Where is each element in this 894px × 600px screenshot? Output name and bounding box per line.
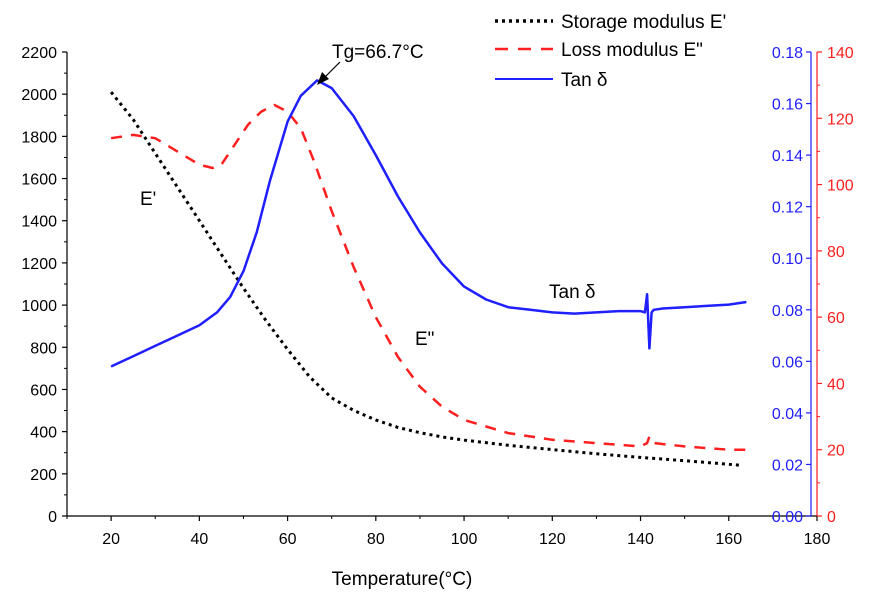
e-double-prime-label: E" (415, 329, 434, 350)
y-red-tick: 120 (817, 111, 854, 128)
y-left-tick-label: 2000 (21, 87, 57, 104)
x-tick-label: 80 (367, 531, 385, 548)
x-tick: 40 (190, 516, 208, 548)
y-red-tick-label: 80 (827, 244, 845, 261)
y-left-tick: 1200 (21, 256, 67, 273)
y-blue-tick: 0.14 (772, 148, 811, 165)
y-left-tick-label: 600 (30, 382, 57, 399)
y-blue-tick: 0.08 (772, 303, 811, 320)
y-blue-tick: 0.10 (772, 251, 811, 268)
y-left-tick: 400 (30, 425, 67, 442)
x-tick-label: 40 (190, 531, 208, 548)
legend-label: Tan δ (561, 70, 608, 91)
y-blue-tick: 0.16 (772, 97, 811, 114)
y-red-tick: 80 (817, 244, 845, 261)
y-blue-tick-label: 0.18 (772, 45, 803, 62)
axes-group: 0200400600800100012001400160018002000220… (21, 45, 853, 548)
y-red-tick: 40 (817, 376, 845, 393)
x-tick-label: 140 (627, 531, 654, 548)
x-tick: 20 (102, 516, 120, 548)
y-left-tick: 800 (30, 340, 67, 357)
y-left-tick: 1000 (21, 298, 67, 315)
y-blue-tick: 0.02 (772, 457, 811, 474)
y-red-tick: 60 (817, 310, 845, 327)
y-left-tick-label: 2200 (21, 45, 57, 62)
y-left-tick-label: 1000 (21, 298, 57, 315)
y-left-tick-label: 1600 (21, 172, 57, 189)
y-red-tick: 20 (817, 443, 845, 460)
y-left-tick: 1800 (21, 129, 67, 146)
y-blue-tick-label: 0.02 (772, 457, 803, 474)
y-blue-tick: 0.00 (772, 509, 811, 526)
y-left-tick: 2200 (21, 45, 67, 62)
tan-delta-label: Tan δ (549, 282, 596, 303)
y-blue-tick: 0.06 (772, 354, 811, 371)
x-tick-label: 120 (539, 531, 566, 548)
y-red-tick-label: 100 (827, 178, 854, 195)
x-axis-label: Temperature(°C) (332, 569, 473, 590)
x-tick: 160 (715, 516, 742, 548)
x-tick-label: 60 (279, 531, 297, 548)
y-red-tick: 0 (817, 509, 836, 526)
x-tick: 60 (279, 516, 297, 548)
y-left-tick: 0 (48, 509, 67, 526)
y-red-tick-label: 40 (827, 376, 845, 393)
x-tick: 140 (627, 516, 654, 548)
y-blue-tick: 0.04 (772, 406, 811, 423)
e-prime-label: E' (140, 189, 156, 210)
series-line-0 (109, 91, 743, 467)
y-left-tick-label: 200 (30, 467, 57, 484)
y-blue-tick-label: 0.14 (772, 148, 803, 165)
y-blue-tick: 0.12 (772, 200, 811, 217)
y-left-tick-label: 800 (30, 340, 57, 357)
x-tick: 120 (539, 516, 566, 548)
x-tick-label: 160 (715, 531, 742, 548)
y-red-tick-label: 60 (827, 310, 845, 327)
y-left-tick: 600 (30, 382, 67, 399)
y-red-tick: 140 (817, 45, 854, 62)
annotations-group: Tg=66.7°C E' E" Tan δ (140, 42, 596, 350)
y-left-tick: 1400 (21, 214, 67, 231)
y-left-tick-label: 1400 (21, 214, 57, 231)
x-tick: 100 (451, 516, 478, 548)
y-blue-tick-label: 0.16 (772, 97, 803, 114)
x-tick: 80 (367, 516, 385, 548)
tg-arrow-head (317, 72, 329, 85)
y-left-tick-label: 0 (48, 509, 57, 526)
x-tick-label: 100 (451, 531, 478, 548)
y-blue-tick-label: 0.04 (772, 406, 803, 423)
y-blue-tick-label: 0.12 (772, 200, 803, 217)
y-red-tick-label: 0 (827, 509, 836, 526)
x-tick: 180 (804, 516, 831, 548)
series-group (109, 79, 747, 467)
legend-label: Loss modulus E" (561, 40, 703, 61)
y-red-tick-label: 20 (827, 443, 845, 460)
y-blue-tick-label: 0.08 (772, 303, 803, 320)
y-red-tick-label: 120 (827, 111, 854, 128)
y-red-tick: 100 (817, 178, 854, 195)
y-blue-tick-label: 0.06 (772, 354, 803, 371)
y-left-tick: 200 (30, 467, 67, 484)
y-red-tick-label: 140 (827, 45, 854, 62)
legend: Storage modulus E' Loss modulus E" Tan δ (495, 12, 726, 91)
x-tick-label: 180 (804, 531, 831, 548)
y-left-tick: 2000 (21, 87, 67, 104)
x-tick-label: 20 (102, 531, 120, 548)
y-blue-tick-label: 0.00 (772, 509, 803, 526)
legend-label: Storage modulus E' (561, 12, 726, 33)
y-left-tick-label: 1200 (21, 256, 57, 273)
y-blue-tick-label: 0.10 (772, 251, 803, 268)
series-line-2 (110, 79, 747, 368)
y-left-tick-label: 1800 (21, 129, 57, 146)
y-blue-tick: 0.18 (772, 45, 811, 62)
tg-annotation: Tg=66.7°C (332, 42, 424, 63)
y-left-tick: 1600 (21, 172, 67, 189)
y-left-tick-label: 400 (30, 425, 57, 442)
series-line-1 (110, 103, 747, 451)
